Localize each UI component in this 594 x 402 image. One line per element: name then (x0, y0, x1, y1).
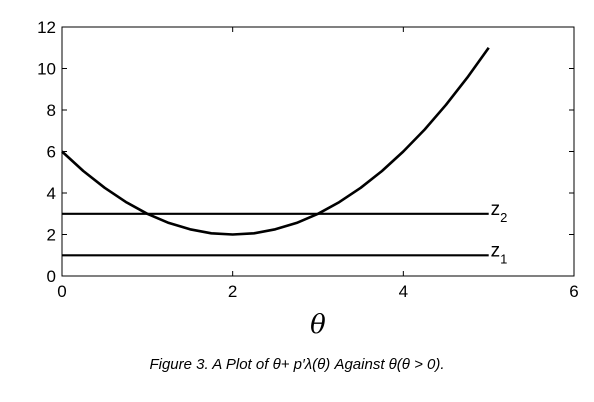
y-tick-label: 2 (47, 226, 56, 245)
line-label-base: z (491, 240, 501, 261)
line-label-base: z (491, 199, 501, 220)
y-tick-label: 4 (47, 184, 56, 203)
x-tick-label: 2 (228, 282, 237, 301)
curve-series (61, 47, 490, 236)
x-tick-label: 4 (399, 282, 408, 301)
y-tick-label: 0 (47, 267, 56, 286)
line-label-subscript: 1 (500, 251, 507, 266)
y-tick-label: 10 (37, 60, 56, 79)
y-tick-label: 6 (47, 143, 56, 162)
line-label-z2: z2 (491, 199, 508, 225)
line-label-subscript: 2 (500, 210, 507, 225)
x-tick-label: 6 (569, 282, 578, 301)
line-label-z1: z1 (491, 240, 508, 266)
plot-frame (61, 26, 575, 277)
x-axis-label: θ (310, 310, 326, 340)
y-tick-label: 8 (47, 101, 56, 120)
y-tick-label: 12 (37, 18, 56, 37)
figure-caption: Figure 3. A Plot of θ+ p′λ(θ) Against θ(… (149, 356, 445, 373)
series-layer (61, 47, 490, 257)
x-tick-label: 0 (57, 282, 66, 301)
